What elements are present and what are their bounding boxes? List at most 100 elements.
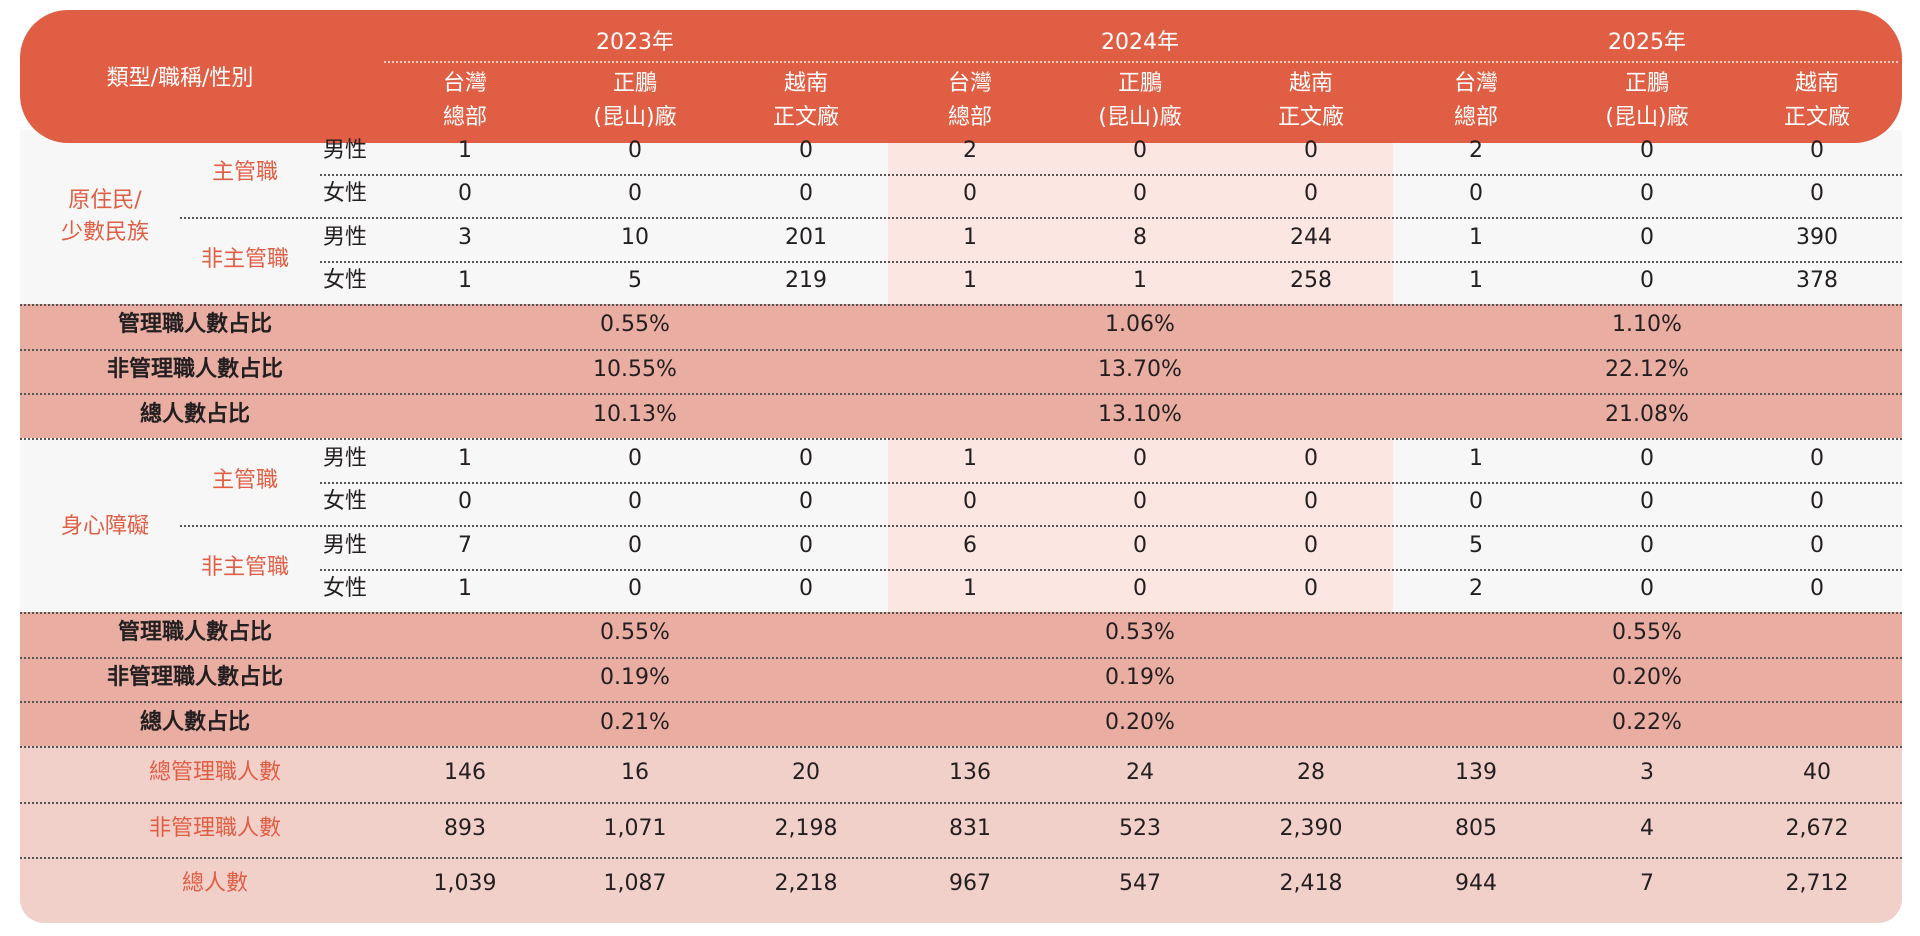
table-cell: 0 xyxy=(799,576,813,602)
header-plant-line1: 正鵬 xyxy=(1624,71,1669,96)
header-plant-line2: 正文廠 xyxy=(1277,105,1344,130)
table-cell: 0 xyxy=(628,445,642,471)
total-value: 967 xyxy=(949,871,991,897)
table-cell: 0 xyxy=(963,181,977,207)
total-value: 28 xyxy=(1297,759,1325,785)
total-value: 944 xyxy=(1455,871,1497,897)
table-cell: 0 xyxy=(1640,445,1654,471)
header-divider xyxy=(384,61,1898,63)
table-cell: 258 xyxy=(1290,268,1332,294)
ratio-value: 1.06% xyxy=(1105,312,1175,338)
header-year-3: 2025年 xyxy=(1608,30,1686,55)
gender-label: 男性 xyxy=(322,224,367,250)
table-cell: 1 xyxy=(963,224,977,250)
row-separator xyxy=(20,857,1902,860)
table-cell: 1 xyxy=(963,576,977,602)
total-value: 831 xyxy=(949,815,991,841)
header-plant-line1: 台灣 xyxy=(947,71,992,96)
table-cell: 0 xyxy=(1640,268,1654,294)
ratio-value: 1.10% xyxy=(1612,312,1682,338)
table-cell: 1 xyxy=(963,268,977,294)
total-value: 2,418 xyxy=(1279,871,1343,897)
gender-label: 女性 xyxy=(322,576,367,602)
ratio-value: 10.13% xyxy=(593,401,677,427)
table-cell: 0 xyxy=(1469,181,1483,207)
total-label: 總人數 xyxy=(181,871,248,897)
ratio-band xyxy=(20,612,1902,746)
total-value: 1,087 xyxy=(603,871,667,897)
table-cell: 0 xyxy=(628,576,642,602)
total-value: 547 xyxy=(1119,871,1161,897)
row-separator xyxy=(20,438,1902,440)
table-cell: 0 xyxy=(799,445,813,471)
table-cell: 1 xyxy=(1469,445,1483,471)
total-value: 2,712 xyxy=(1785,871,1849,897)
ratio-value: 0.55% xyxy=(600,620,670,646)
table-cell: 0 xyxy=(1640,576,1654,602)
header-plant-line2: 總部 xyxy=(1453,105,1498,130)
table-cell: 0 xyxy=(1133,576,1147,602)
table-cell: 5 xyxy=(628,268,642,294)
total-value: 893 xyxy=(444,815,486,841)
table-cell: 1 xyxy=(1469,268,1483,294)
total-value: 3 xyxy=(1640,759,1654,785)
table-cell: 0 xyxy=(458,181,472,207)
table-cell: 0 xyxy=(1304,137,1318,163)
ratio-value: 13.70% xyxy=(1098,357,1182,382)
header-year-1: 2023年 xyxy=(596,30,674,55)
table-cell: 0 xyxy=(628,532,642,558)
table-cell: 1 xyxy=(458,137,472,163)
ratio-label: 總人數占比 xyxy=(139,401,250,427)
row-separator xyxy=(20,348,1902,351)
table-cell: 0 xyxy=(799,532,813,558)
table-cell: 0 xyxy=(1640,532,1654,558)
table-cell: 0 xyxy=(1133,445,1147,471)
table-cell: 219 xyxy=(785,268,827,294)
ratio-value: 0.53% xyxy=(1105,620,1175,646)
header-plant-line1: 台灣 xyxy=(1453,71,1498,96)
header-year-2: 2024年 xyxy=(1101,30,1179,55)
table-cell: 8 xyxy=(1133,224,1147,250)
header-plant-line2: 總部 xyxy=(947,105,992,130)
total-value: 136 xyxy=(949,759,991,785)
total-value: 2,390 xyxy=(1279,815,1343,841)
table-cell: 0 xyxy=(1640,224,1654,250)
table-cell: 0 xyxy=(1810,489,1824,515)
header-plant-line2: 正文廠 xyxy=(1783,105,1850,130)
header-plant-line2: 正文廠 xyxy=(772,105,839,130)
subgroup-label: 非主管職 xyxy=(200,246,289,272)
total-value: 16 xyxy=(621,759,649,785)
table-cell: 0 xyxy=(963,489,977,515)
workforce-table: 類型/職稱/性別 2023年 2024年 2025年 台灣 總部 正鵬 (昆山)廠 越南 正文廠 台… xyxy=(20,10,1902,923)
table-cell: 1 xyxy=(458,268,472,294)
total-label: 總管理職人數 xyxy=(148,759,281,785)
table-cell: 390 xyxy=(1796,224,1838,250)
table-cell: 6 xyxy=(963,532,977,558)
total-value: 1,039 xyxy=(433,871,497,897)
subgroup-label: 主管職 xyxy=(211,159,278,185)
ratio-value: 0.20% xyxy=(1612,665,1682,690)
ratio-band xyxy=(20,304,1902,438)
table-cell: 0 xyxy=(1810,532,1824,558)
ratio-value: 0.19% xyxy=(600,665,670,690)
gender-label: 男性 xyxy=(322,137,367,163)
table-cell: 0 xyxy=(628,181,642,207)
header-plant-line1: 台灣 xyxy=(442,71,487,96)
total-value: 523 xyxy=(1119,815,1161,841)
table-cell: 0 xyxy=(1810,576,1824,602)
ratio-value: 0.20% xyxy=(1105,709,1175,735)
table-cell: 244 xyxy=(1290,224,1332,250)
table-cell: 2 xyxy=(1469,137,1483,163)
ratio-label: 管理職人數占比 xyxy=(117,312,272,338)
subgroup-label: 非主管職 xyxy=(200,554,289,580)
header-plant-line1: 越南 xyxy=(1288,71,1333,96)
table-cell: 0 xyxy=(1304,532,1318,558)
ratio-value: 0.22% xyxy=(1612,709,1682,735)
header-corner: 類型/職稱/性別 xyxy=(106,66,254,91)
header-plant-line1: 正鵬 xyxy=(1117,71,1162,96)
table-cell: 0 xyxy=(1304,576,1318,602)
table-cell: 1 xyxy=(458,445,472,471)
gender-label: 男性 xyxy=(322,445,367,471)
totals-band xyxy=(20,746,1902,923)
table-cell: 0 xyxy=(458,489,472,515)
